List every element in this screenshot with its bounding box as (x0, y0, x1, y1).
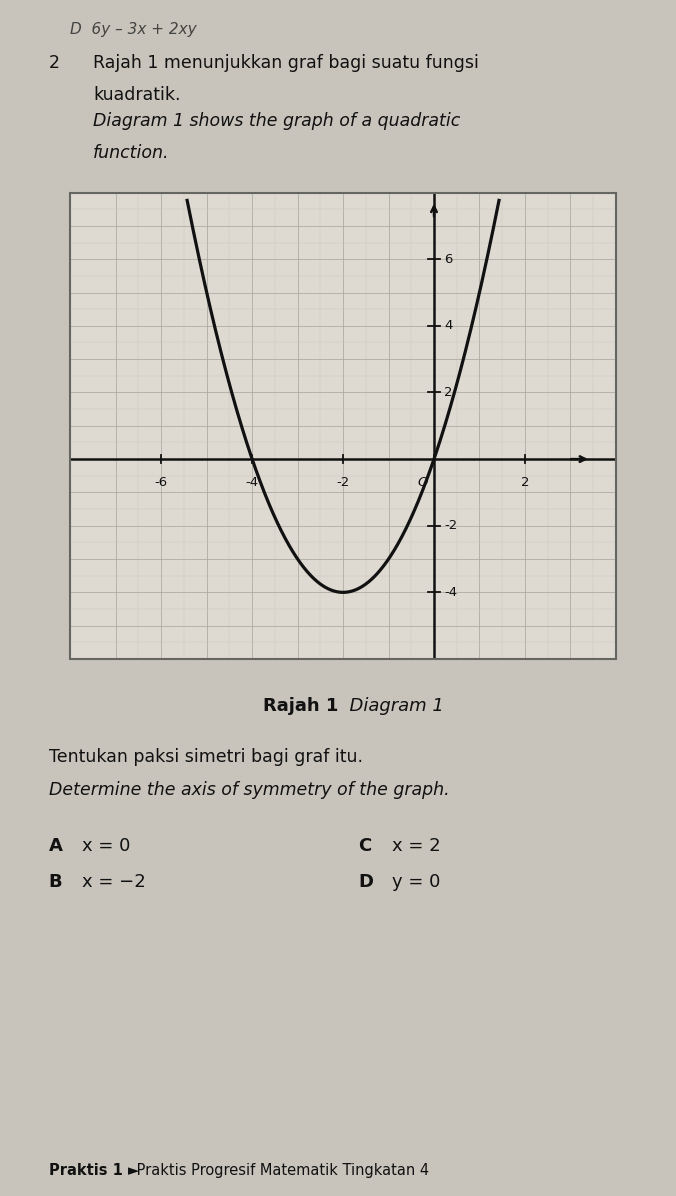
Text: Diagram 1: Diagram 1 (338, 697, 444, 715)
Bar (70, 193, 616, 659)
Text: y = 0: y = 0 (392, 873, 441, 891)
Text: -2: -2 (337, 476, 349, 489)
Text: Praktis 1 ►: Praktis 1 ► (49, 1163, 139, 1178)
Text: A: A (49, 837, 63, 855)
Text: B: B (49, 873, 62, 891)
Text: -6: -6 (155, 476, 168, 489)
Text: kuadratik.: kuadratik. (93, 86, 180, 104)
Text: Rajah 1: Rajah 1 (262, 697, 338, 715)
Text: C: C (358, 837, 372, 855)
Text: Tentukan paksi simetri bagi graf itu.: Tentukan paksi simetri bagi graf itu. (49, 748, 362, 765)
Text: 2: 2 (521, 476, 529, 489)
Text: function.: function. (93, 144, 170, 161)
Text: x = 2: x = 2 (392, 837, 441, 855)
Text: 2: 2 (444, 386, 452, 399)
Text: 6: 6 (444, 252, 452, 266)
Text: Rajah 1 menunjukkan graf bagi suatu fungsi: Rajah 1 menunjukkan graf bagi suatu fung… (93, 54, 479, 72)
Text: 2: 2 (49, 54, 59, 72)
Text: x = −2: x = −2 (82, 873, 146, 891)
Text: -4: -4 (245, 476, 259, 489)
Text: Praktis Progresif Matematik Tingkatan 4: Praktis Progresif Matematik Tingkatan 4 (132, 1163, 429, 1178)
Text: x = 0: x = 0 (82, 837, 131, 855)
Text: D: D (358, 873, 373, 891)
Text: Diagram 1 shows the graph of a quadratic: Diagram 1 shows the graph of a quadratic (93, 112, 460, 130)
Text: Determine the axis of symmetry of the graph.: Determine the axis of symmetry of the gr… (49, 781, 450, 799)
Text: O: O (418, 476, 428, 489)
Text: D  6y – 3x + 2xy: D 6y – 3x + 2xy (70, 22, 197, 37)
Text: -2: -2 (444, 519, 457, 532)
Text: 4: 4 (444, 319, 452, 332)
Text: -4: -4 (444, 586, 457, 599)
